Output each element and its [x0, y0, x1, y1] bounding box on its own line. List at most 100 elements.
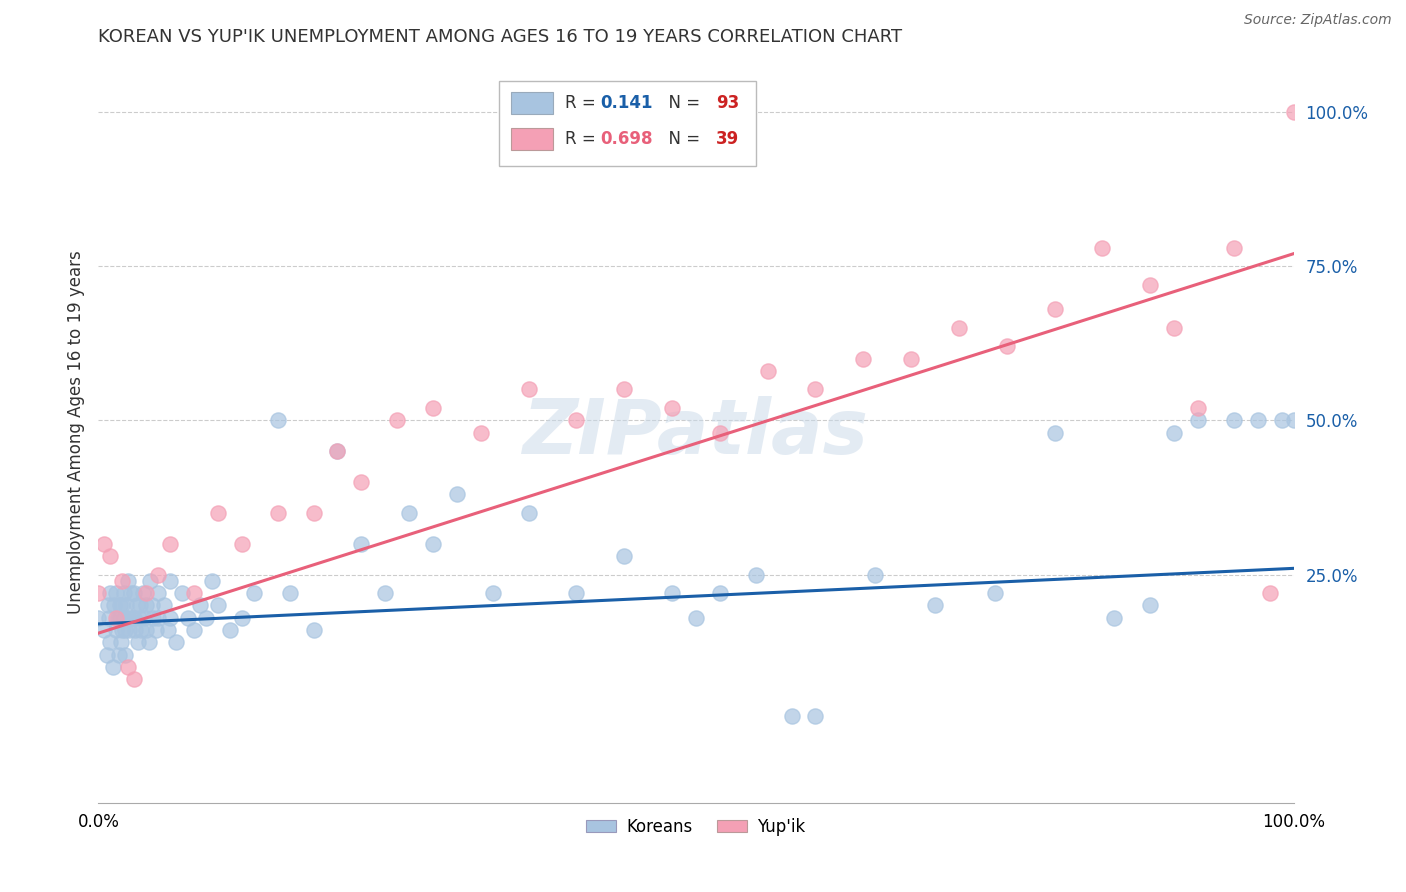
Point: [145, 623, 167, 637]
Point: [1258, 586, 1281, 600]
Point: [422, 536, 444, 550]
Point: [156, 623, 179, 637]
Point: [350, 536, 373, 550]
Point: [385, 413, 409, 427]
Point: [129, 599, 152, 613]
Point: [131, 623, 153, 637]
Point: [177, 611, 200, 625]
Point: [780, 709, 803, 723]
Point: [101, 660, 124, 674]
Point: [114, 623, 136, 637]
Point: [565, 586, 588, 600]
Point: [1247, 413, 1270, 427]
Point: [148, 611, 170, 625]
Point: [128, 611, 150, 625]
Text: 0.698: 0.698: [600, 129, 652, 148]
Point: [96, 648, 118, 662]
Point: [111, 623, 134, 637]
Point: [1139, 599, 1161, 613]
Text: R =: R =: [565, 95, 600, 112]
Point: [398, 506, 420, 520]
Point: [105, 586, 128, 600]
Point: [148, 586, 170, 600]
Point: [183, 623, 205, 637]
Point: [127, 635, 149, 649]
Point: [1282, 104, 1305, 119]
Point: [804, 709, 827, 723]
Point: [183, 586, 205, 600]
Point: [112, 611, 135, 625]
Point: [87, 586, 110, 600]
Point: [865, 567, 887, 582]
Point: [231, 536, 253, 550]
Point: [1187, 413, 1209, 427]
Point: [1163, 425, 1185, 440]
Point: [326, 444, 349, 458]
Point: [135, 599, 157, 613]
Point: [350, 475, 373, 489]
Point: [302, 506, 325, 520]
Point: [108, 599, 131, 613]
Point: [1187, 401, 1209, 415]
Point: [201, 574, 224, 588]
Point: [120, 586, 142, 600]
Point: [105, 611, 128, 625]
Point: [115, 599, 138, 613]
Point: [111, 574, 134, 588]
Point: [243, 586, 266, 600]
Point: [125, 599, 148, 613]
Point: [613, 383, 636, 397]
Point: [326, 444, 349, 458]
Text: ZIPatlas: ZIPatlas: [523, 396, 869, 469]
Point: [1091, 240, 1114, 255]
Point: [107, 648, 129, 662]
Point: [124, 611, 146, 625]
Point: [756, 364, 779, 378]
Point: [132, 611, 155, 625]
Text: 93: 93: [716, 95, 740, 112]
Text: 0.141: 0.141: [600, 95, 652, 112]
Point: [565, 413, 588, 427]
Point: [111, 599, 134, 613]
Point: [98, 549, 122, 563]
Point: [97, 599, 120, 613]
Text: N =: N =: [658, 129, 704, 148]
Point: [142, 611, 165, 625]
Point: [103, 599, 125, 613]
Point: [709, 586, 731, 600]
Point: [172, 586, 194, 600]
Point: [110, 635, 132, 649]
Point: [1282, 413, 1305, 427]
Point: [470, 425, 492, 440]
Point: [159, 611, 181, 625]
Point: [188, 599, 211, 613]
Point: [98, 586, 122, 600]
Point: [481, 586, 505, 600]
Point: [267, 413, 290, 427]
Point: [139, 574, 162, 588]
Text: KOREAN VS YUP'IK UNEMPLOYMENT AMONG AGES 16 TO 19 YEARS CORRELATION CHART: KOREAN VS YUP'IK UNEMPLOYMENT AMONG AGES…: [98, 28, 903, 45]
Point: [98, 635, 122, 649]
Point: [121, 611, 143, 625]
Point: [159, 536, 181, 550]
Point: [1104, 611, 1126, 625]
Point: [135, 586, 157, 600]
Point: [107, 611, 129, 625]
Point: [117, 574, 139, 588]
Point: [124, 623, 146, 637]
Point: [138, 635, 160, 649]
Point: [984, 586, 1007, 600]
Point: [117, 660, 139, 674]
Point: [114, 648, 136, 662]
Point: [131, 586, 153, 600]
Point: [207, 599, 229, 613]
Point: [219, 623, 242, 637]
Point: [195, 611, 218, 625]
Point: [207, 506, 229, 520]
Point: [1043, 425, 1066, 440]
Point: [995, 339, 1018, 353]
Point: [422, 401, 444, 415]
Point: [1139, 277, 1161, 292]
Point: [124, 673, 146, 687]
Point: [1223, 413, 1246, 427]
